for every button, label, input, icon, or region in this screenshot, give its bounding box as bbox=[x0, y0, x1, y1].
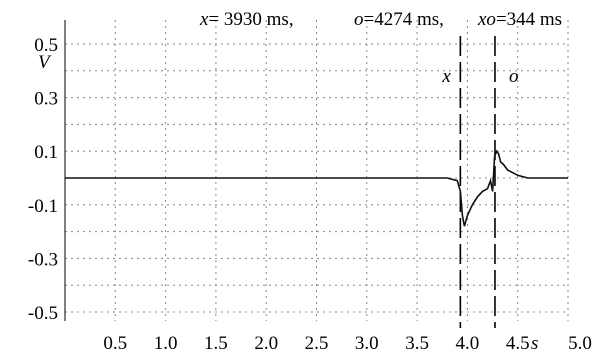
y-tick-label: -0.5 bbox=[28, 303, 58, 324]
y-tick-label: -0.3 bbox=[28, 249, 58, 270]
x-tick-label: 3.5 bbox=[405, 333, 429, 354]
x-tick-labels: 0.5 1.0 1.5 2.0 2.5 3.0 3.5 4.0 4.5 5.0 bbox=[103, 333, 591, 354]
y-tick-labels: 0.5 0.3 0.1 -0.1 -0.3 -0.5 bbox=[28, 35, 58, 324]
y-tick-label: -0.1 bbox=[28, 196, 58, 217]
x-tick-label: 2.0 bbox=[254, 333, 278, 354]
y-tick-label: 0.3 bbox=[34, 89, 58, 110]
header-xo-readout: xo=344 ms bbox=[477, 9, 562, 30]
header-o-readout: o=4274 ms, bbox=[354, 9, 444, 30]
x-tick-label: 1.0 bbox=[154, 333, 178, 354]
x-tick-label: 3.0 bbox=[355, 333, 379, 354]
x-tick-label: 1.5 bbox=[204, 333, 228, 354]
x-axis-label: s bbox=[531, 333, 538, 354]
grid-lines bbox=[65, 20, 569, 321]
x-tick-label: 2.5 bbox=[305, 333, 329, 354]
series-line bbox=[65, 149, 568, 227]
x-tick-label: 5.0 bbox=[568, 333, 592, 354]
y-tick-label: 0.5 bbox=[34, 35, 58, 56]
x-tick-label: 0.5 bbox=[103, 333, 127, 354]
x-tick-label: 4.0 bbox=[456, 333, 480, 354]
x-tick-label: 4.5 bbox=[506, 333, 530, 354]
marker-label-x: x bbox=[441, 66, 451, 87]
header-x-readout: x= 3930 ms, bbox=[199, 9, 294, 30]
y-tick-label: 0.1 bbox=[34, 142, 58, 163]
marker-label-o: o bbox=[509, 66, 518, 87]
y-axis-label: V bbox=[38, 52, 52, 73]
